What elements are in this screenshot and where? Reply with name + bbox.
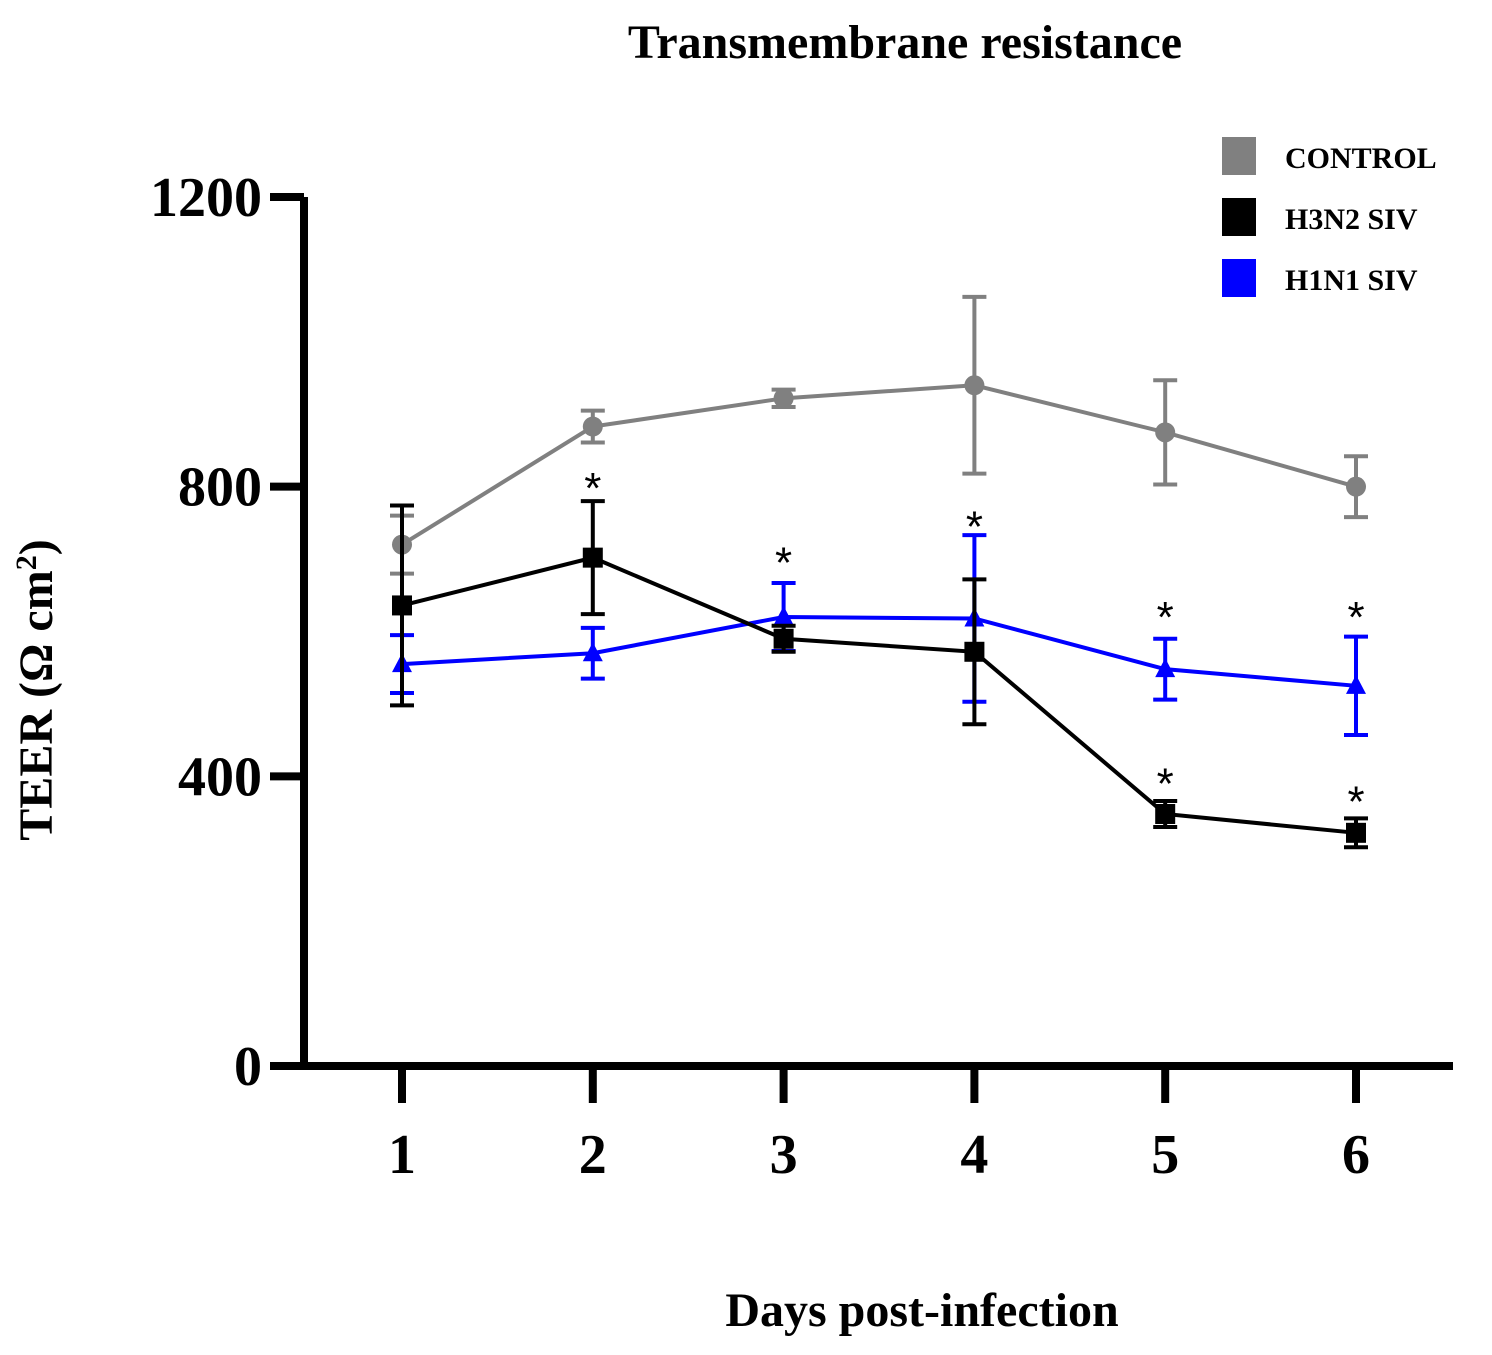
significance-annotations: * * * * * * * <box>584 464 1364 827</box>
x-tick-label: 2 <box>579 1124 607 1186</box>
significance-marker: * <box>584 464 601 513</box>
significance-marker: * <box>775 538 792 587</box>
data-point <box>1155 803 1176 824</box>
data-point <box>1346 476 1366 497</box>
legend-label-control: CONTROL <box>1285 142 1437 175</box>
legend-item-control: CONTROL <box>1222 137 1437 175</box>
data-point <box>1346 822 1366 843</box>
y-tick-label: 400 <box>178 746 262 808</box>
data-point <box>1155 658 1176 678</box>
y-tick-label: 0 <box>234 1036 262 1098</box>
data-point <box>964 375 985 396</box>
y-tick-label: 1200 <box>150 167 262 229</box>
data-point <box>392 595 412 616</box>
significance-marker: * <box>1347 777 1364 826</box>
data-point <box>582 642 603 662</box>
legend-swatch-control <box>1222 137 1256 175</box>
x-tick-label: 5 <box>1151 1124 1179 1186</box>
x-tick-label: 6 <box>1342 1124 1370 1186</box>
data-point <box>773 628 794 649</box>
y-axis-label-close: ) <box>10 539 63 555</box>
series-layer <box>390 294 1368 850</box>
series-h3n2-siv <box>390 499 1368 850</box>
legend-label-h1n1: H1N1 SIV <box>1285 264 1418 297</box>
x-ticks: 1 2 3 4 5 6 <box>388 1066 1370 1186</box>
x-tick-label: 1 <box>388 1124 416 1186</box>
data-point <box>582 416 603 437</box>
legend-item-h3n2: H3N2 SIV <box>1222 198 1418 236</box>
series-line <box>400 383 1357 547</box>
legend-swatch-h1n1 <box>1222 259 1256 297</box>
data-point <box>964 641 985 662</box>
x-tick-label: 3 <box>770 1124 798 1186</box>
data-point <box>582 547 603 568</box>
legend-swatch-h3n2 <box>1222 198 1256 236</box>
y-ticks: 0 400 800 1200 <box>150 167 304 1098</box>
series-line <box>401 555 1357 835</box>
significance-marker: * <box>966 502 983 551</box>
legend: CONTROL H3N2 SIV H1N1 SIV <box>1222 137 1437 297</box>
y-axis-label-sup: 2 <box>10 555 43 570</box>
series-line <box>401 615 1357 688</box>
significance-marker: * <box>1157 593 1174 642</box>
data-point <box>773 388 794 409</box>
x-tick-label: 4 <box>960 1124 988 1186</box>
significance-marker: * <box>1347 593 1364 642</box>
x-axis-label: Days post-infection <box>725 1284 1118 1337</box>
y-tick-label: 800 <box>178 457 262 519</box>
data-point <box>1346 674 1366 694</box>
data-point <box>1155 422 1176 443</box>
y-axis-label: TEER (Ω cm2) <box>10 539 64 840</box>
significance-marker: * <box>1157 759 1174 808</box>
legend-item-h1n1: H1N1 SIV <box>1222 259 1418 297</box>
data-point <box>773 606 794 626</box>
series-h1n1-siv <box>390 533 1368 738</box>
legend-label-h3n2: H3N2 SIV <box>1285 203 1418 236</box>
y-axis-label-main: TEER (Ω cm <box>10 570 63 840</box>
chart-title: Transmembrane resistance <box>628 16 1182 69</box>
series-control <box>390 294 1368 576</box>
